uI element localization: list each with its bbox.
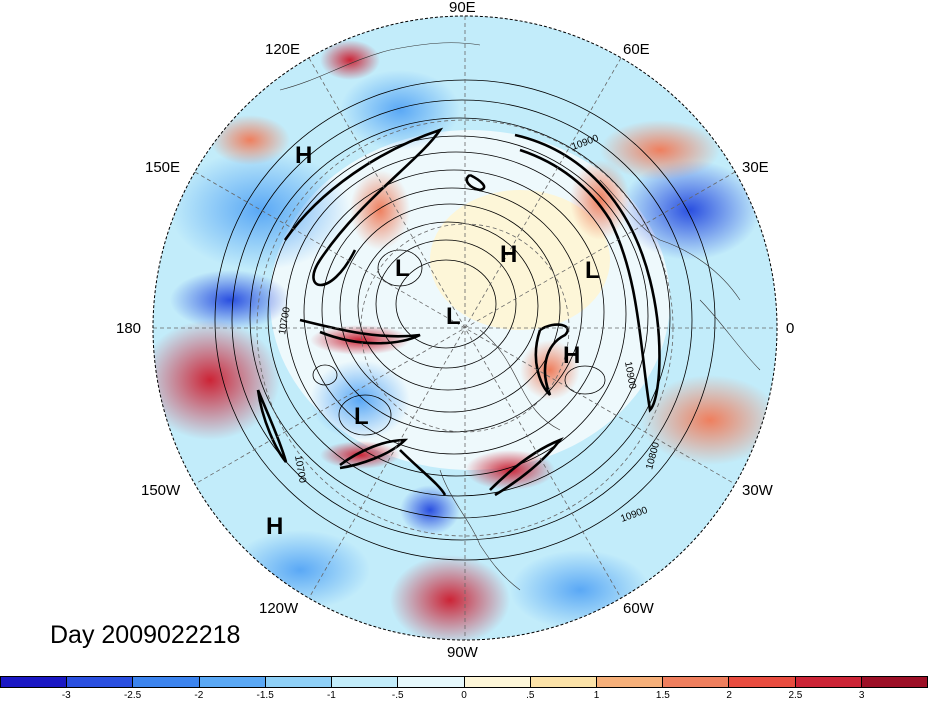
colorbar-box [133,677,200,687]
pressure-center-labels: H L H L L H L H [266,142,600,540]
high-east-pacific: H [266,513,283,540]
colorbar-tick-label: -.5 [391,690,404,701]
low-europe: L [585,257,600,284]
longitude-label-150e: 150E [145,159,181,176]
longitude-label-120e: 120E [265,41,301,58]
colorbar-box [729,677,796,687]
colorbar-tick-label: -2.5 [123,690,142,701]
colorbar-box [398,677,465,687]
colorbar-tick-label: -3 [61,690,71,701]
jet-stream-contours [256,127,661,497]
anomaly-field [153,16,777,640]
longitude-label-0: 0 [786,320,795,337]
colorbar-tick-label: -1 [326,690,336,701]
graticule [153,16,777,640]
low-siberia: L [395,255,410,282]
colorbar-box [199,677,266,687]
colorbar-box [67,677,134,687]
longitude-label-180: 180 [116,320,142,337]
low-alaska: L [354,403,369,430]
colorbar-box [1,677,68,687]
high-atlantic: H [563,342,580,369]
colorbar-tick-label: 3 [858,690,865,701]
colorbar-tick-label: 2 [726,690,732,701]
longitude-label-120w: 120W [259,600,299,617]
colorbar-box [663,677,730,687]
low-pole: L [446,303,461,330]
colorbar-box [265,677,333,687]
colorbar-box [795,677,862,687]
contour-label: 10700 [292,455,308,485]
colorbar-tick-label: .5 [526,690,535,701]
colorbar-tick-label: 2.5 [788,690,803,701]
colorbar-box [861,677,928,687]
colorbar-box [596,677,664,687]
coastlines [279,42,761,591]
longitude-label-30e: 30E [742,159,769,176]
longitude-label-90w: 90W [447,644,478,661]
colorbar-box [530,677,597,687]
colorbar-tick-label: 1 [593,690,600,701]
high-north-pacific: H [295,142,312,169]
longitude-label-150w: 150W [141,482,181,499]
height-contours [214,79,716,561]
colorbar-tick-label: 0 [461,690,467,701]
longitude-label-60e: 60E [623,41,650,58]
colorbar [0,676,928,688]
longitude-label-60w: 60W [623,600,654,617]
colorbar-tick-label: 1.5 [655,690,670,701]
colorbar-tick-label: -1.5 [256,690,274,701]
colorbar-box [332,677,399,687]
colorbar-box [464,677,531,687]
longitude-label-30w: 30W [742,482,773,499]
contour-label: 10700 [277,306,293,336]
contour-value-labels: 10900 10700 10700 10900 10800 10900 [277,133,662,525]
timestamp-label: Day 2009022218 [50,621,241,649]
contour-label: 10900 [622,361,638,391]
high-arctic: H [500,241,517,268]
colorbar-tick-label: -2 [194,690,204,701]
longitude-label-90e: 90E [449,0,476,16]
